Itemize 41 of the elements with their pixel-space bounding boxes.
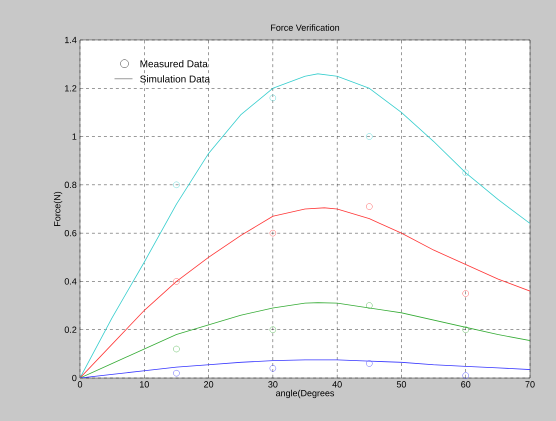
x-tick-label: 40 <box>332 381 342 388</box>
point <box>173 346 180 352</box>
annotation: Measured Data <box>140 60 208 68</box>
point <box>270 94 276 102</box>
y-tick-label: 1 <box>72 133 76 140</box>
line-series <box>80 359 530 378</box>
y-tick-label: 0 <box>72 374 76 382</box>
x-axis-title: angle(Degrees <box>276 390 334 398</box>
point <box>462 290 469 297</box>
point <box>270 230 276 236</box>
x-tick-label: 60 <box>461 381 470 388</box>
chart-title: Force Verification <box>271 24 340 31</box>
y-tick-label: 0.2 <box>64 326 76 333</box>
annotation: Simulation Data <box>140 75 210 83</box>
point <box>173 278 180 285</box>
x-tick-label: 0 <box>78 381 82 388</box>
point <box>462 326 469 333</box>
point <box>366 203 372 210</box>
y-tick-label: 0.8 <box>64 182 76 188</box>
x-tick-label: 70 <box>525 381 535 388</box>
x-tick-label: 10 <box>140 381 149 388</box>
point <box>366 302 372 309</box>
point <box>366 133 372 140</box>
y-tick-label: 0.4 <box>64 278 77 285</box>
point <box>270 365 276 372</box>
line-series <box>80 73 530 378</box>
y-tick-label: 0.6 <box>64 230 76 236</box>
point <box>366 360 372 367</box>
point <box>462 170 469 176</box>
x-tick-label: 50 <box>396 381 406 388</box>
x-tick-label: 30 <box>268 381 278 388</box>
point <box>173 182 180 188</box>
y-tick-label: 1.2 <box>65 85 76 92</box>
line-series <box>80 302 530 378</box>
point <box>270 326 276 333</box>
line-series <box>80 207 530 378</box>
x-tick-label: 20 <box>204 381 214 388</box>
y-axis-title: Force(N) <box>54 192 62 226</box>
point <box>173 370 180 376</box>
y-tick-label: 1.4 <box>65 36 77 44</box>
point <box>462 372 469 379</box>
